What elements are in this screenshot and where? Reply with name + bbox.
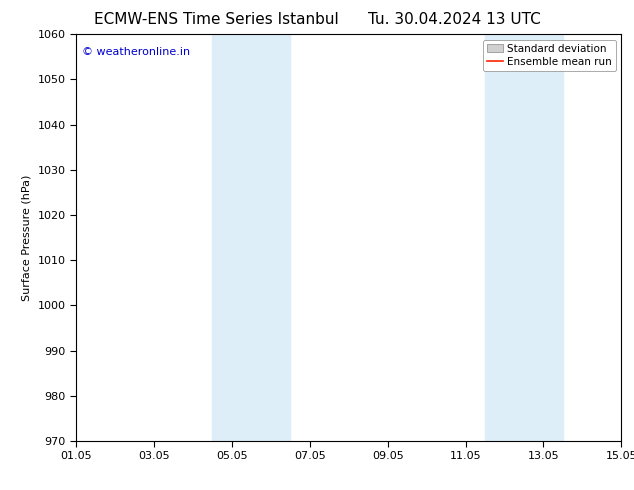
Text: © weatheronline.in: © weatheronline.in bbox=[82, 47, 190, 56]
Bar bbox=[485, 34, 563, 441]
Y-axis label: Surface Pressure (hPa): Surface Pressure (hPa) bbox=[22, 174, 32, 301]
Text: ECMW-ENS Time Series Istanbul      Tu. 30.04.2024 13 UTC: ECMW-ENS Time Series Istanbul Tu. 30.04.… bbox=[94, 12, 540, 27]
Legend: Standard deviation, Ensemble mean run: Standard deviation, Ensemble mean run bbox=[483, 40, 616, 71]
Bar bbox=[212, 34, 290, 441]
